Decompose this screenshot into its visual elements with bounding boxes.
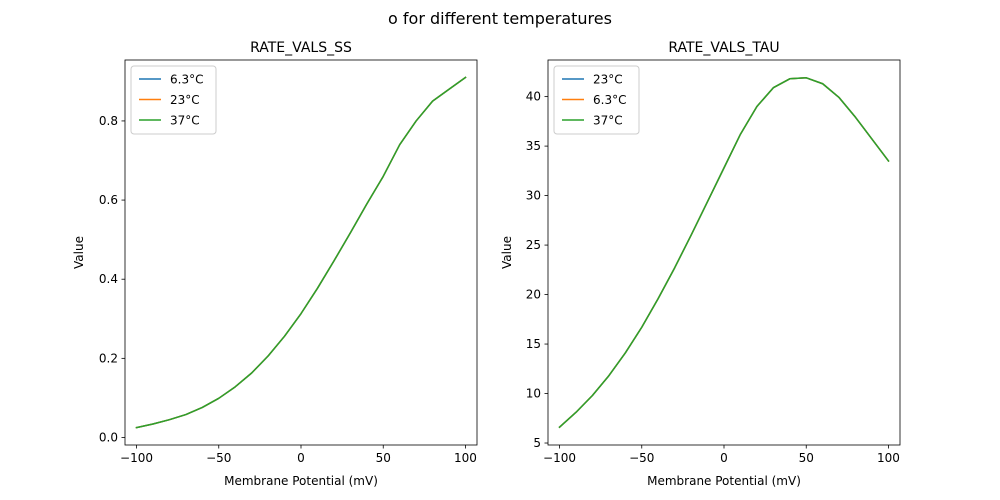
legend-label-2: 37°C [170,114,200,128]
y-tick-label: 0.4 [99,272,118,286]
x-tick-label: 100 [454,451,477,465]
x-tick-label: −50 [206,451,231,465]
x-tick-label: 50 [799,451,814,465]
y-tick-label: 5 [533,436,541,450]
legend-label-0: 23°C [593,73,623,87]
series-line-2 [558,77,890,429]
legend: 6.3°C 23°C 37°C [130,65,217,135]
x-tick-label: 0 [297,451,305,465]
series-group [135,76,467,429]
legend-label-0: 6.3°C [170,73,203,87]
x-axis-label: Membrane Potential (mV) [647,474,801,488]
x-tick-label: 0 [720,451,728,465]
series-group [558,77,890,429]
x-tick-label: −100 [120,451,153,465]
legend-label-2: 37°C [593,114,623,128]
y-tick-label: 0.2 [99,351,118,365]
y-axis-label: Value [500,236,514,269]
x-tick-label: 50 [376,451,391,465]
x-tick-label: −100 [543,451,576,465]
y-tick-label: 0.0 [99,430,118,444]
x-axis-label: Membrane Potential (mV) [224,474,378,488]
y-axis-label: Value [72,236,86,269]
panel-rate-vals-tau: RATE_VALS_TAU −100 −50 0 50 100 5 10 15 20 25 30 35 4… [500,40,901,488]
legend-box [130,65,217,135]
y-tick-label: 0.8 [99,114,118,128]
legend-label-1: 23°C [170,93,200,107]
figure-suptitle: o for different temperatures [388,9,612,28]
y-tick-label: 0.6 [99,193,118,207]
y-tick-label: 25 [526,238,541,252]
y-tick-label: 15 [526,337,541,351]
x-tick-label: −50 [629,451,654,465]
panel-rate-vals-ss: RATE_VALS_SS −100 −50 0 50 100 0.0 0.2 0.4 0.6 0.8… [72,40,478,488]
x-tick-label: 100 [877,451,900,465]
legend: 23°C 6.3°C 37°C [553,65,640,135]
legend-box [553,65,640,135]
axes-title: RATE_VALS_TAU [668,40,779,56]
y-tick-label: 30 [526,189,541,203]
y-tick-label: 35 [526,139,541,153]
series-line-2 [135,76,467,429]
y-tick-label: 40 [526,90,541,104]
y-tick-label: 20 [526,288,541,302]
axes-title: RATE_VALS_SS [250,40,352,56]
y-tick-label: 10 [526,387,541,401]
legend-label-1: 6.3°C [593,93,626,107]
